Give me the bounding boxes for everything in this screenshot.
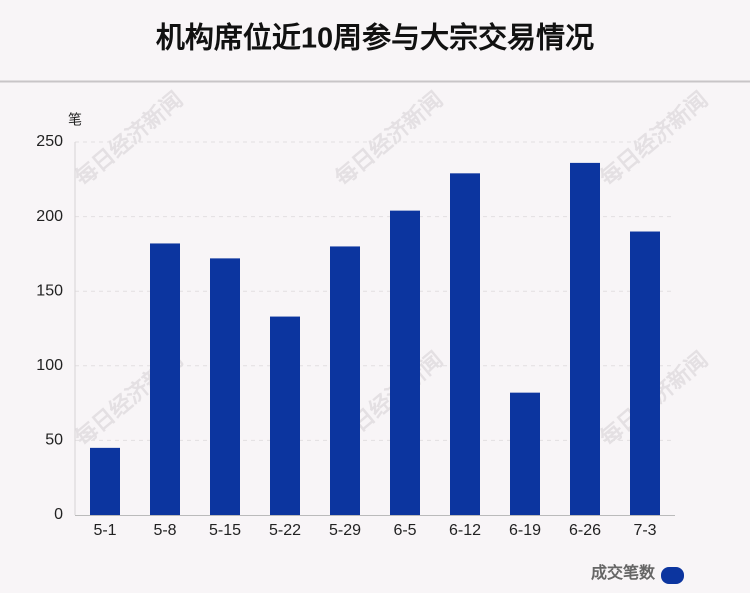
bar: [630, 231, 660, 515]
bar: [450, 173, 480, 515]
x-tick-label: 6-26: [569, 522, 601, 539]
x-tick-label: 5-22: [269, 522, 301, 539]
x-tick-label: 6-19: [509, 522, 541, 539]
bar: [390, 210, 420, 515]
y-axis-label: 笔: [68, 112, 82, 128]
bar: [210, 258, 240, 515]
y-tick-label: 250: [36, 133, 63, 150]
y-tick-label: 0: [54, 506, 63, 523]
legend-swatch: [661, 567, 684, 584]
y-tick-label: 50: [45, 432, 63, 449]
x-tick-label: 5-1: [93, 522, 116, 539]
x-tick-label: 6-5: [393, 522, 416, 539]
x-tick-label: 5-15: [209, 522, 241, 539]
bar: [510, 392, 540, 515]
bar: [90, 447, 120, 515]
y-tick-label: 200: [36, 208, 63, 225]
x-tick-label: 6-12: [449, 522, 481, 539]
x-tick-label: 5-8: [153, 522, 176, 539]
y-tick-label: 150: [36, 282, 63, 299]
bar: [330, 246, 360, 515]
x-tick-label: 5-29: [329, 522, 361, 539]
bar: [270, 316, 300, 515]
chart-title: 机构席位近10周参与大宗交易情况: [156, 21, 594, 55]
legend-label: 成交笔数: [591, 563, 656, 582]
bar: [150, 243, 180, 515]
bar: [570, 162, 600, 515]
y-tick-label: 100: [36, 357, 63, 374]
x-tick-label: 7-3: [633, 522, 656, 539]
